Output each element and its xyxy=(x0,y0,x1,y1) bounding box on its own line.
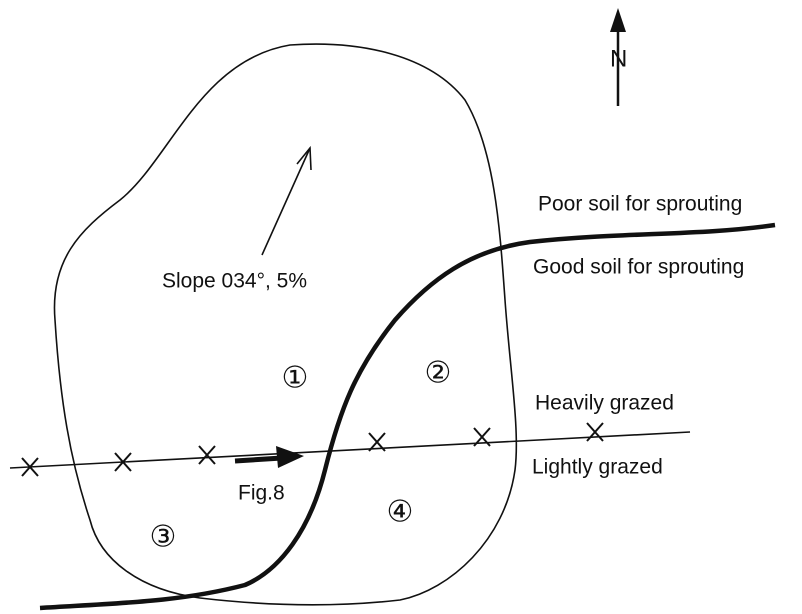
figure-label: Fig.8 xyxy=(238,482,285,505)
slope-arrow xyxy=(261,145,312,256)
field-outline xyxy=(53,43,518,606)
good-soil-label: Good soil for sprouting xyxy=(533,256,744,279)
zone-label: ④ xyxy=(387,495,414,530)
light-grazing-label: Lightly grazed xyxy=(532,456,663,479)
zone-label: ① xyxy=(282,361,309,396)
fence-posts xyxy=(21,422,604,477)
north-arrow xyxy=(610,8,626,106)
poor-soil-label: Poor soil for sprouting xyxy=(538,193,742,216)
zone-label: ② xyxy=(425,356,452,391)
heavy-grazing-label: Heavily grazed xyxy=(535,392,674,415)
slope-label: Slope 034°, 5% xyxy=(162,270,307,293)
soil-boundary xyxy=(39,222,776,611)
view-arrow xyxy=(234,446,304,468)
zone-label: ③ xyxy=(150,520,177,555)
north-label: N xyxy=(610,45,627,72)
